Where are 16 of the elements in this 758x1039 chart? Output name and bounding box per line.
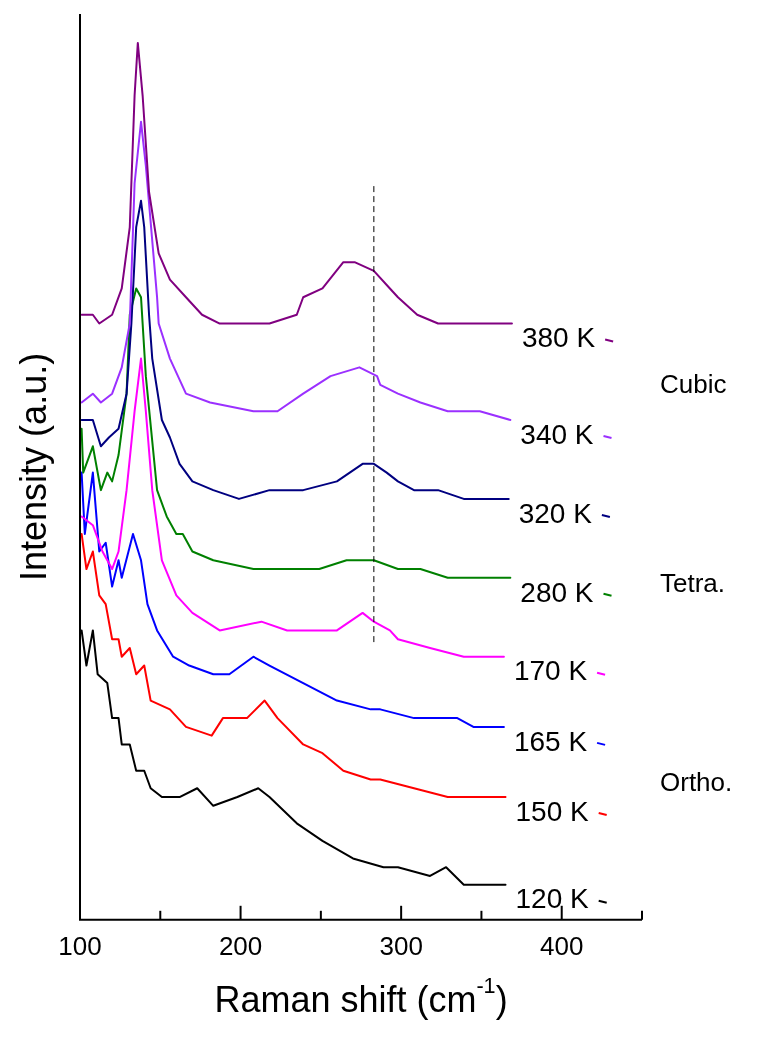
legend-label: 280 K <box>520 576 594 608</box>
legend-label: 150 K <box>515 795 590 827</box>
text: Tetra. <box>660 567 726 598</box>
legend-label: 165 K <box>513 725 588 757</box>
legend-label: 320 K <box>518 497 593 529</box>
y-axis-title: Intensity (a.u.) <box>12 352 54 581</box>
legend-label: 170 K <box>513 655 588 687</box>
text: Cubic <box>660 368 727 399</box>
legend-label: 340 K <box>520 418 594 450</box>
x-tick-label: 300 <box>379 930 423 961</box>
text: Ortho. <box>660 767 733 798</box>
x-tick-label: 400 <box>540 930 584 961</box>
legend-label: 120 K <box>515 883 590 915</box>
x-tick-label: 100 <box>58 930 102 961</box>
x-tick-label: 200 <box>218 930 263 961</box>
legend-label: 380 K <box>521 322 596 354</box>
